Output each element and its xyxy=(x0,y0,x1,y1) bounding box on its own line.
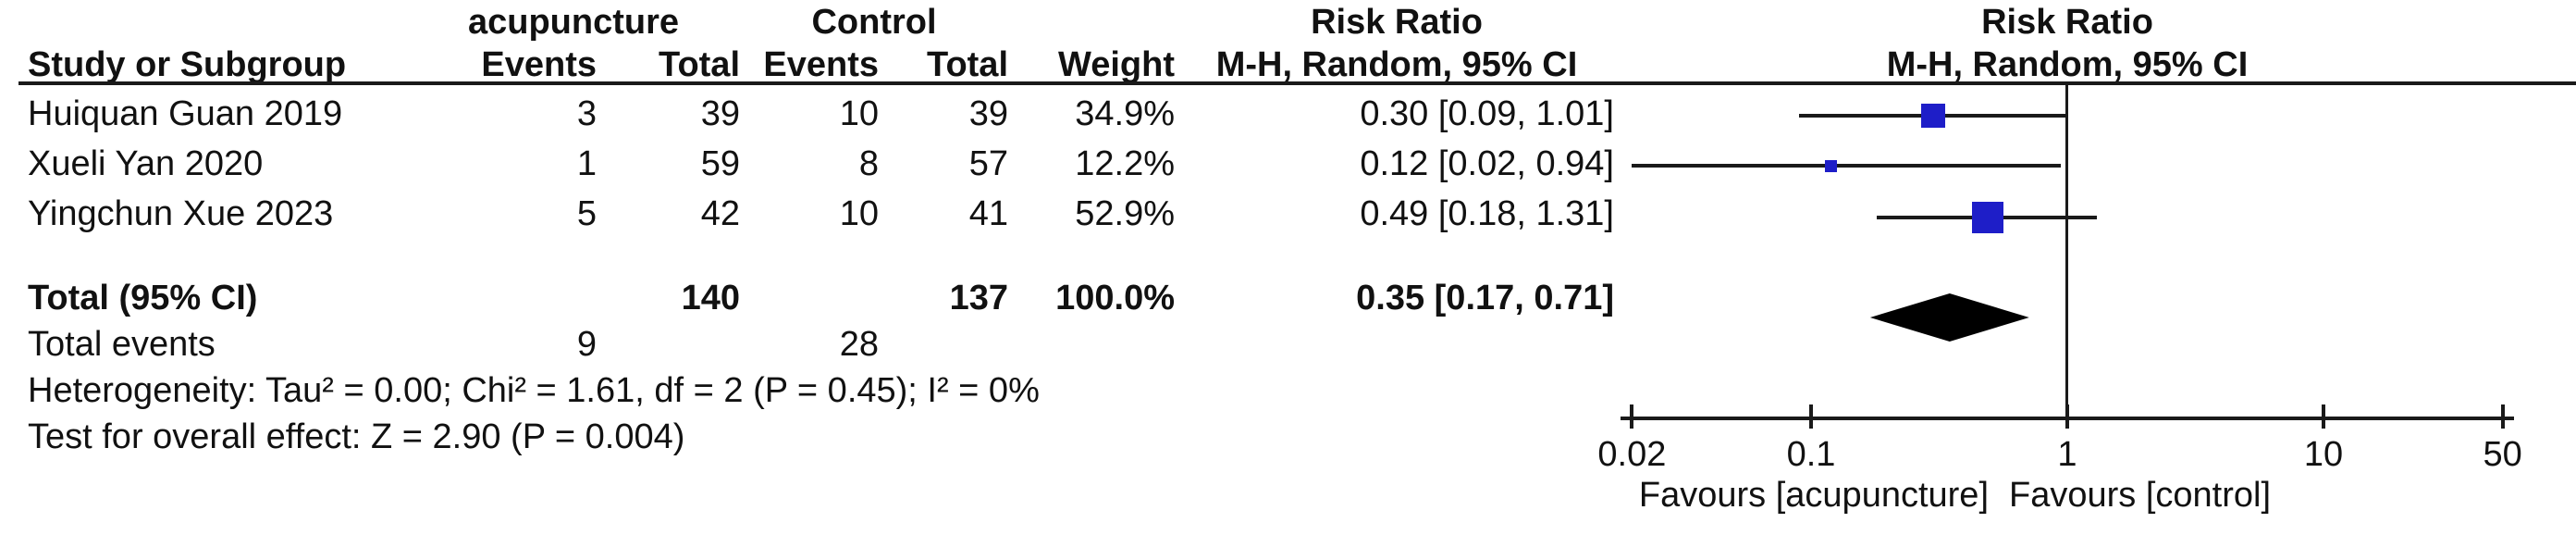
col-header-events1: Events xyxy=(481,45,597,84)
total-row-total1: 140 xyxy=(681,279,740,317)
col-header-total2: Total xyxy=(927,45,1008,84)
effect-square xyxy=(1972,202,2004,233)
estimate-value: 0.30 [0.09, 1.01] xyxy=(1360,94,1614,133)
axis-tick-label: 10 xyxy=(2303,435,2344,474)
total-events-label: Total events xyxy=(28,325,216,364)
events1-value: 3 xyxy=(576,94,597,133)
total1-value: 39 xyxy=(700,94,740,133)
total1-value: 42 xyxy=(700,194,740,233)
total-row-estimate: 0.35 [0.17, 0.71] xyxy=(1356,279,1614,317)
total-row-label: Total (95% CI) xyxy=(28,279,258,317)
ci-line xyxy=(1632,164,2061,168)
events2-value: 8 xyxy=(858,144,879,183)
axis-tick xyxy=(2065,404,2069,429)
plot-header-effect-method: M-H, Random, 95% CI xyxy=(1886,45,2249,84)
group2-header: Control xyxy=(811,3,937,42)
study-name: Huiquan Guan 2019 xyxy=(28,94,343,133)
events1-value: 5 xyxy=(576,194,597,233)
total-row-total2: 137 xyxy=(949,279,1008,317)
axis-tick-label: 0.1 xyxy=(1786,435,1836,474)
estimate-value: 0.49 [0.18, 1.31] xyxy=(1360,194,1614,233)
header-divider xyxy=(18,81,2576,85)
axis-tick xyxy=(1809,404,1813,429)
weight-value: 52.9% xyxy=(1075,194,1175,233)
axis-tick xyxy=(2500,404,2505,429)
effect-title-left: Risk Ratio xyxy=(1311,3,1483,42)
effect-square xyxy=(1825,159,1838,172)
null-line xyxy=(2065,85,2068,418)
favours-right-label: Favours [control] xyxy=(2009,476,2271,515)
total2-value: 57 xyxy=(968,144,1008,183)
total1-value: 59 xyxy=(700,144,740,183)
pooled-diamond xyxy=(1869,293,2029,342)
axis-tick-label: 50 xyxy=(2483,435,2522,474)
total-row-weight: 100.0% xyxy=(1055,279,1175,317)
axis-tick xyxy=(1630,404,1634,429)
effect-square xyxy=(1921,104,1946,128)
axis-tick-label: 0.02 xyxy=(1597,435,1667,474)
study-name: Yingchun Xue 2023 xyxy=(28,194,334,233)
events2-value: 10 xyxy=(839,94,879,133)
weight-value: 34.9% xyxy=(1075,94,1175,133)
estimate-value: 0.12 [0.02, 0.94] xyxy=(1360,144,1614,183)
total2-value: 41 xyxy=(968,194,1008,233)
group1-header: acupuncture xyxy=(467,3,680,42)
heterogeneity-text: Heterogeneity: Tau² = 0.00; Chi² = 1.61,… xyxy=(28,371,1040,410)
events1-value: 1 xyxy=(576,144,597,183)
study-name: Xueli Yan 2020 xyxy=(28,144,264,183)
total-events-group2: 28 xyxy=(839,325,879,364)
axis-tick xyxy=(2322,404,2325,429)
events2-value: 10 xyxy=(839,194,879,233)
col-header-weight: Weight xyxy=(1058,45,1175,84)
total2-value: 39 xyxy=(968,94,1008,133)
col-header-study: Study or Subgroup xyxy=(28,45,347,84)
col-header-events2: Events xyxy=(763,45,879,84)
col-header-total1: Total xyxy=(659,45,740,84)
weight-value: 12.2% xyxy=(1075,144,1175,183)
total-events-group1: 9 xyxy=(576,325,597,364)
axis-tick-label: 1 xyxy=(2057,435,2077,474)
favours-left-label: Favours [acupuncture] xyxy=(1638,476,1989,515)
col-header-effect-method: M-H, Random, 95% CI xyxy=(1215,45,1578,84)
overall-effect-text: Test for overall effect: Z = 2.90 (P = 0… xyxy=(28,417,685,456)
effect-title-right: Risk Ratio xyxy=(1981,3,2153,42)
